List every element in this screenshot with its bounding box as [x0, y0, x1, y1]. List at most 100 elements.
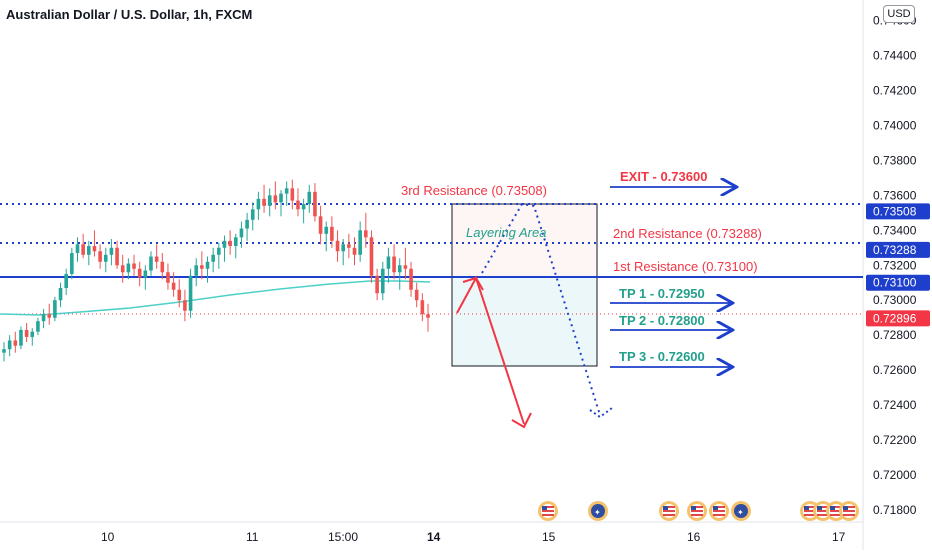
candle [313, 183, 317, 222]
moving-average-line [0, 280, 431, 316]
candle [47, 303, 52, 325]
au-flag-icon[interactable]: ✦ [731, 501, 751, 521]
candle-body [217, 247, 221, 255]
candle-body [347, 244, 351, 248]
candle [154, 244, 159, 269]
candle [250, 202, 255, 231]
candle [386, 247, 391, 283]
candle [53, 296, 57, 322]
candle [109, 239, 114, 266]
candle-body [47, 314, 52, 318]
us-flag-icon[interactable] [709, 501, 729, 521]
candle [188, 268, 193, 318]
candle-body [335, 240, 340, 252]
candle-body [392, 256, 396, 273]
us-flag-icon[interactable] [659, 501, 679, 521]
us-flag-icon[interactable] [538, 501, 558, 521]
candle [103, 247, 108, 273]
candle-body [87, 246, 91, 255]
candle-body [273, 195, 278, 203]
candle-body [171, 282, 176, 290]
candle-body [24, 329, 29, 337]
res2-label: 2nd Resistance (0.73288) [613, 226, 762, 241]
candle-body [41, 314, 46, 322]
candle-body [330, 226, 334, 241]
candle [364, 212, 368, 248]
candle [58, 282, 63, 308]
candle-body [103, 254, 108, 262]
candle-body [70, 253, 74, 275]
candle-body [250, 209, 255, 220]
candle-body [284, 188, 289, 194]
candle [301, 198, 306, 224]
candle-body [149, 256, 153, 271]
candle-body [30, 331, 35, 337]
candle-body [109, 247, 114, 255]
last-price-tag-text: 0.72896 [873, 311, 917, 325]
candle [296, 188, 300, 217]
candle [87, 240, 91, 266]
exit-label: EXIT - 0.73600 [620, 169, 707, 184]
economic-events[interactable]: ✦ ✦ [538, 501, 859, 521]
currency-selector[interactable]: USD [883, 5, 915, 23]
res3-label: 3rd Resistance (0.73508) [401, 183, 547, 198]
au-flag-icon[interactable]: ✦ [588, 501, 608, 521]
layering-zone-lower[interactable] [451, 276, 598, 367]
candle-body [143, 270, 148, 278]
candle [375, 268, 379, 301]
candle-body [132, 263, 136, 269]
candle [347, 233, 351, 259]
price-tick-label: 0.72800 [873, 328, 917, 342]
candle [245, 212, 249, 241]
candle-body [177, 289, 182, 301]
candle [392, 244, 396, 280]
candle-body [228, 240, 232, 247]
candle-body [380, 268, 385, 294]
candle [30, 328, 35, 346]
candle-body [126, 263, 131, 273]
candle-body [420, 300, 425, 315]
candle [81, 233, 85, 259]
candle [160, 253, 165, 280]
candle [341, 239, 345, 266]
candle [330, 216, 334, 248]
candle [2, 342, 6, 362]
candle [205, 256, 210, 283]
us-flag-icon[interactable] [839, 501, 859, 521]
candle-body [313, 191, 317, 217]
candle [143, 265, 148, 290]
candle-body [409, 268, 413, 290]
candle [137, 261, 142, 287]
candle-body [7, 340, 12, 350]
candle [19, 326, 23, 350]
candle [228, 230, 232, 255]
candle-body [375, 275, 379, 294]
candle [222, 235, 227, 262]
bounce-projection-arrowhead [589, 407, 613, 419]
candle-body [318, 216, 323, 234]
candle-body [58, 287, 63, 301]
layering-zone-upper[interactable] [451, 203, 598, 278]
price-tick-label: 0.73200 [873, 258, 917, 272]
candle-body [53, 300, 57, 318]
candle [239, 221, 244, 248]
candle-body [200, 265, 204, 269]
candle [132, 254, 136, 276]
candle-body [205, 261, 210, 269]
candle [290, 179, 295, 210]
candle-body [364, 230, 368, 238]
price-tick-label: 0.74000 [873, 118, 917, 132]
candle [307, 184, 312, 213]
time-tick-label: 11 [246, 530, 259, 544]
svg-text:✦: ✦ [737, 508, 744, 517]
time-tick-label: 10 [101, 530, 115, 544]
candle-body [115, 247, 119, 266]
candle [70, 247, 74, 280]
us-flag-icon[interactable] [687, 501, 707, 521]
candle-body [13, 340, 18, 346]
candle [397, 258, 402, 290]
candle [75, 237, 80, 262]
candle [217, 242, 221, 269]
